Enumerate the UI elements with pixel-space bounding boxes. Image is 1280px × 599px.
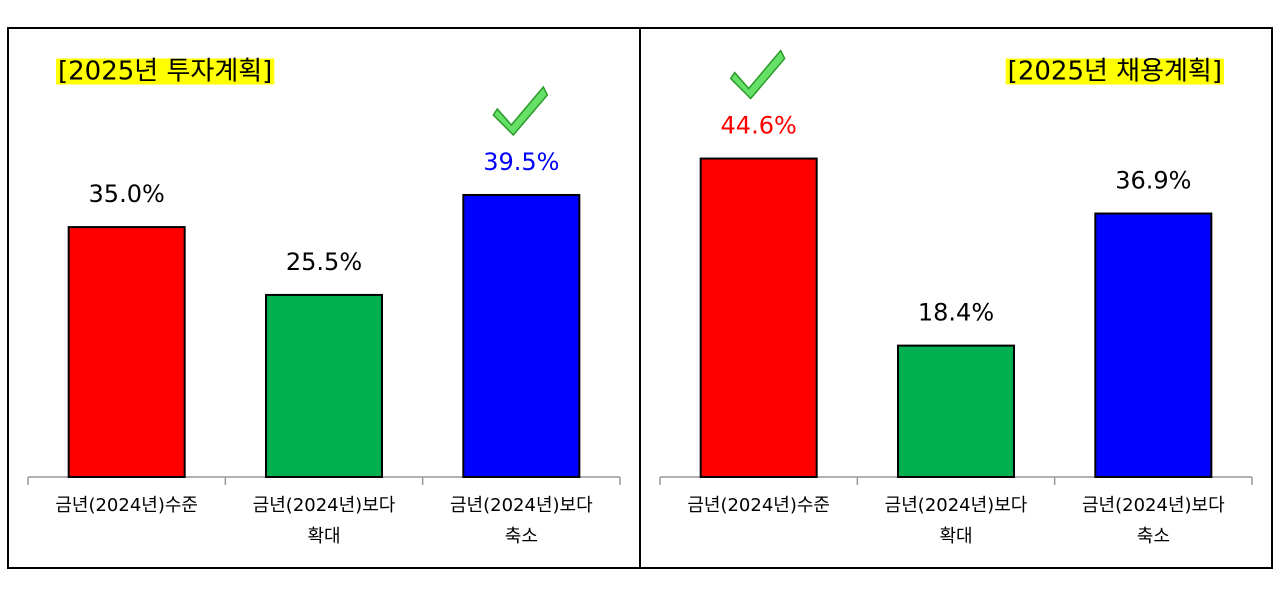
x-tick-label: 금년(2024년)수준 bbox=[55, 495, 198, 516]
x-tick-label: 금년(2024년)수준 bbox=[687, 495, 830, 516]
check-mark bbox=[492, 85, 549, 137]
chart-title: [2025년 투자계획] bbox=[58, 57, 272, 87]
value-label: 44.6% bbox=[721, 112, 797, 140]
bar bbox=[265, 293, 383, 478]
bar bbox=[897, 344, 1015, 478]
bar bbox=[462, 193, 581, 478]
x-tick-label: 확대 bbox=[307, 526, 340, 547]
chart-title: [2025년 채용계획] bbox=[1008, 57, 1222, 87]
value-label: 35.0% bbox=[89, 180, 165, 208]
x-tick-label: 금년(2024년)보다 bbox=[1082, 495, 1225, 516]
x-tick-label: 금년(2024년)보다 bbox=[253, 495, 396, 516]
x-tick-label: 축소 bbox=[1137, 526, 1170, 547]
bar bbox=[67, 226, 186, 478]
bar bbox=[1094, 212, 1213, 478]
x-tick-label: 금년(2024년)보다 bbox=[450, 495, 593, 516]
x-tick-label: 금년(2024년)보다 bbox=[885, 495, 1028, 516]
title-highlight bbox=[56, 58, 275, 85]
check-mark bbox=[729, 49, 786, 100]
value-label: 39.5% bbox=[483, 148, 559, 176]
value-label: 25.5% bbox=[286, 248, 362, 276]
value-label: 36.9% bbox=[1115, 167, 1191, 195]
value-label: 18.4% bbox=[918, 299, 994, 327]
x-tick-label: 축소 bbox=[505, 526, 538, 547]
x-tick-label: 확대 bbox=[939, 526, 972, 547]
title-highlight bbox=[1005, 58, 1224, 85]
bar bbox=[699, 157, 818, 478]
